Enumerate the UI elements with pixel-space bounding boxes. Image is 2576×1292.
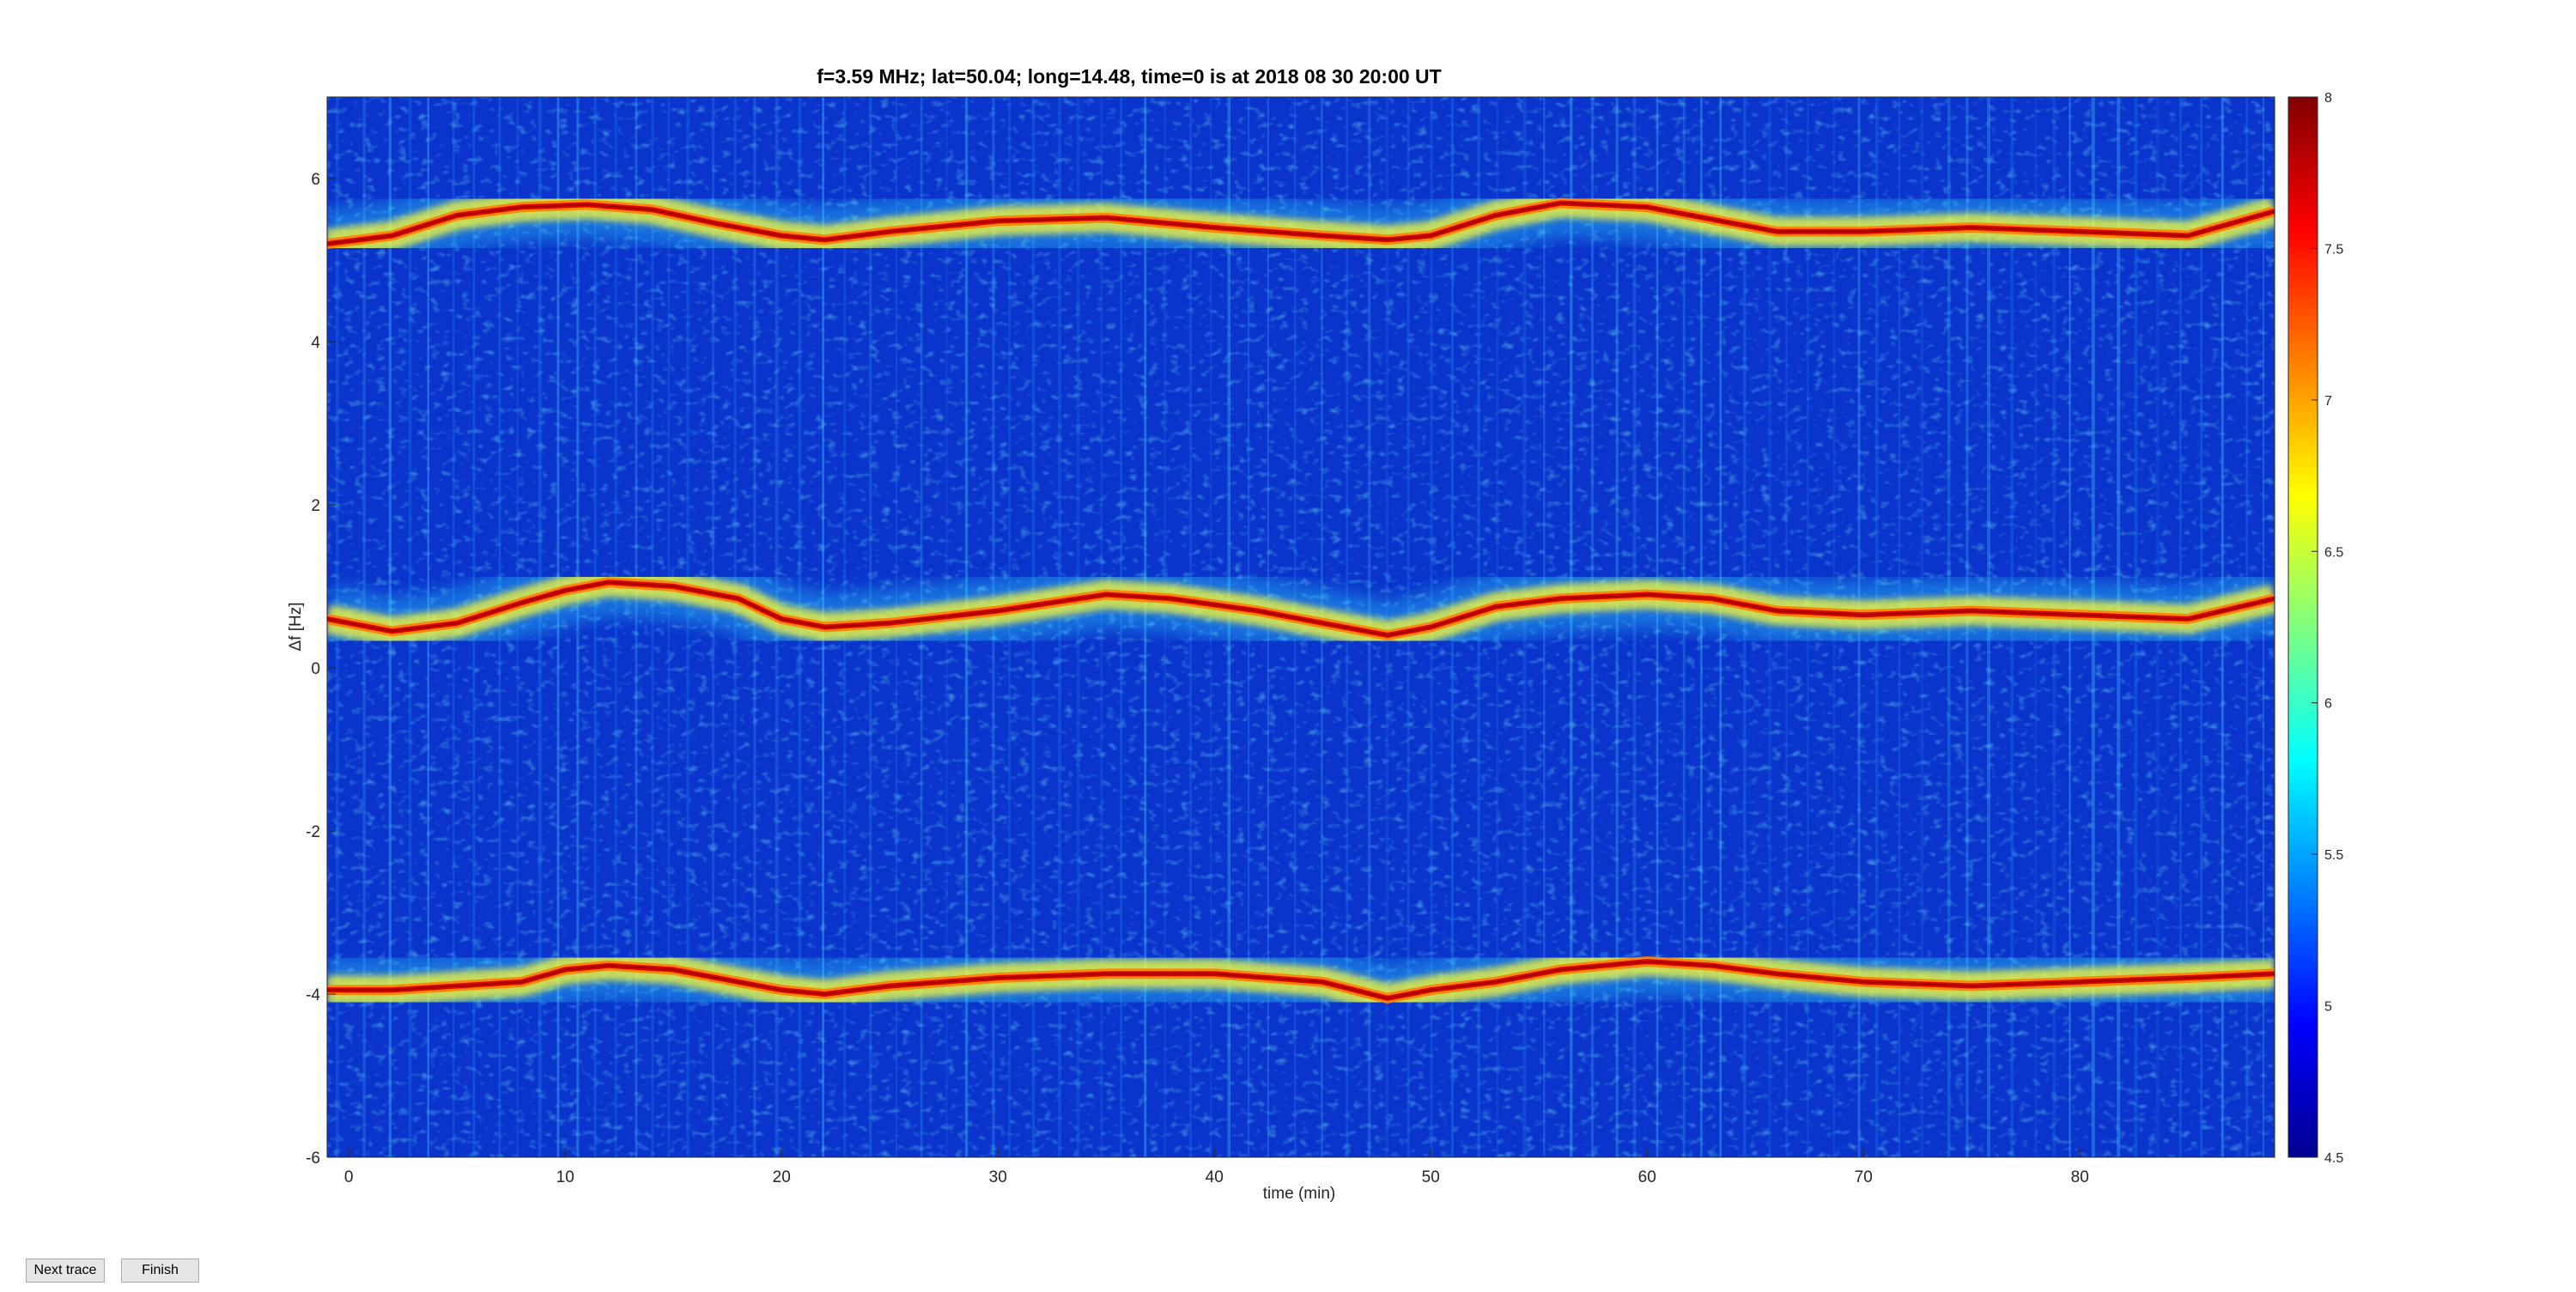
x-tick-label: 20 <box>773 1168 791 1186</box>
noise-streak <box>614 97 617 1157</box>
y-tick-label: 2 <box>311 497 320 515</box>
x-tick-label: 70 <box>1855 1168 1873 1186</box>
finish-button[interactable]: Finish <box>121 1259 199 1283</box>
noise-streak <box>635 97 638 1157</box>
x-axis-label: time (min) <box>1263 1185 1335 1203</box>
colorbar-tick-label: 5.5 <box>2324 848 2343 863</box>
trace-3-core <box>327 960 2275 999</box>
noise-streak <box>593 97 597 1157</box>
y-axis-label: Δf [Hz] <box>287 602 305 651</box>
y-tick-label: 0 <box>311 660 320 678</box>
colorbar: 4.5 5 5.5 6 6.5 7 7.5 8 <box>2287 91 2343 1166</box>
colorbar-tick-label: 6.5 <box>2324 545 2343 560</box>
next-trace-button[interactable]: Next trace <box>26 1259 105 1283</box>
noise-streak <box>667 97 671 1157</box>
noise-streak <box>686 97 690 1157</box>
colorbar-tick-label: 7 <box>2324 394 2332 409</box>
colorbar-tick-label: 6 <box>2324 697 2332 712</box>
x-tick-label: 80 <box>2071 1168 2089 1186</box>
x-tick-label: 0 <box>344 1168 354 1186</box>
colorbar-tick-label: 5 <box>2324 1000 2332 1015</box>
colorbar-frame <box>2287 96 2318 1158</box>
y-tick-label: 6 <box>311 171 320 189</box>
colorbar-tick-label: 4.5 <box>2324 1151 2343 1166</box>
trace-2-core <box>327 581 2275 637</box>
x-tick-label: 10 <box>556 1168 574 1186</box>
y-tick-label: -4 <box>306 986 320 1004</box>
x-tick-label: 60 <box>1638 1168 1656 1186</box>
plot-frame <box>326 96 2275 1158</box>
x-tick-label: 50 <box>1422 1168 1440 1186</box>
noise-streak <box>576 97 580 1157</box>
trace-1-core <box>327 202 2275 245</box>
noise-streak <box>651 97 654 1157</box>
y-tick-label: -2 <box>306 823 320 841</box>
axes: 0 10 20 30 40 50 60 70 80 -6 -4 -2 0 2 4 6 <box>306 96 2275 1186</box>
x-tick-label: 30 <box>989 1168 1007 1186</box>
x-tick-label: 40 <box>1206 1168 1224 1186</box>
chart-title: f=3.59 MHz; lat=50.04; long=14.48, time=… <box>817 65 1441 88</box>
heatmap-area <box>327 97 2275 1157</box>
y-tick-label: 4 <box>311 334 320 352</box>
colorbar-tick-label: 8 <box>2324 91 2332 106</box>
colorbar-gradient <box>2288 97 2318 1157</box>
colorbar-tick-label: 7.5 <box>2324 242 2343 257</box>
y-tick-label: -6 <box>306 1149 320 1168</box>
